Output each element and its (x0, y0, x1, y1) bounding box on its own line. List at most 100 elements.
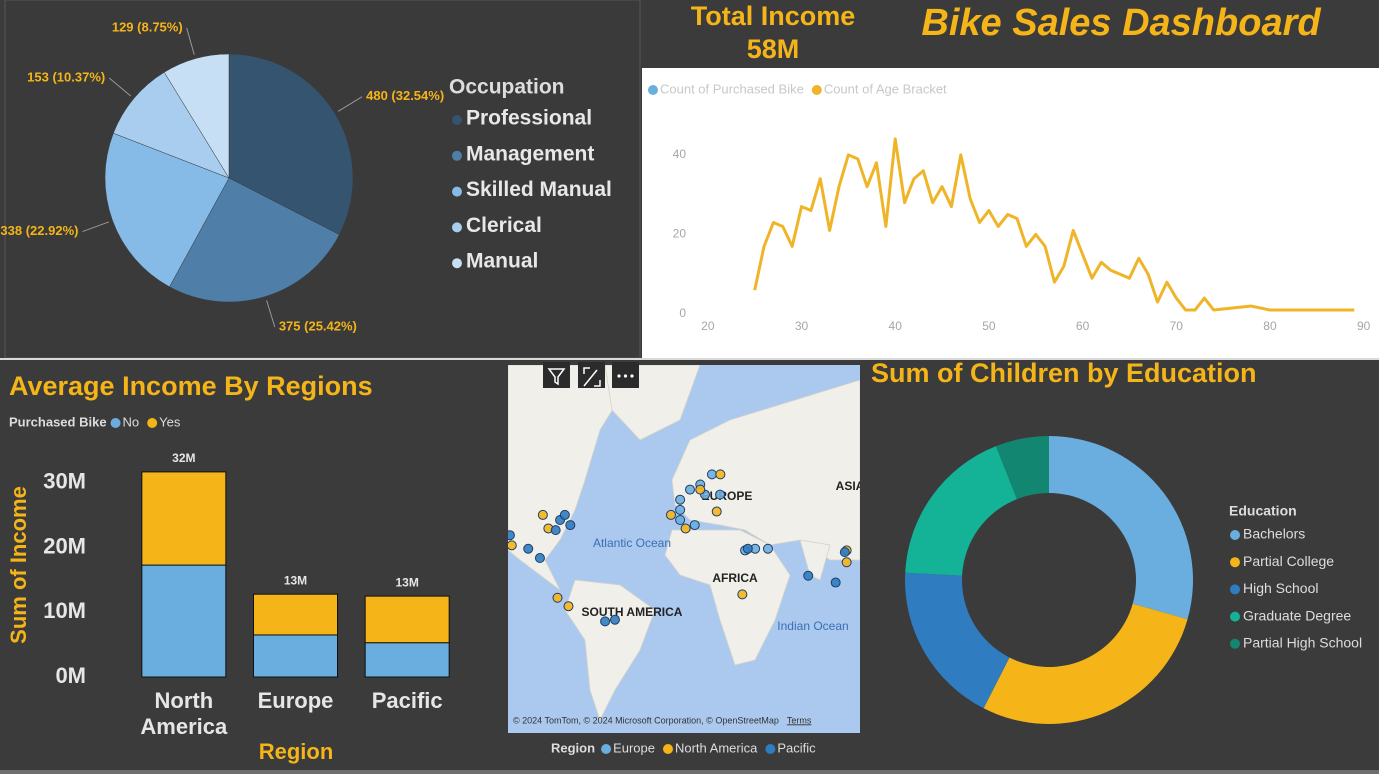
leader-line (82, 221, 109, 233)
y-tick-label: 0 (679, 306, 686, 320)
map-terms: Terms (787, 715, 812, 725)
legend-marker (452, 222, 462, 233)
x-axis-title: Region (259, 739, 334, 764)
place-label: Atlantic Ocean (593, 536, 671, 550)
data-label: 338 (22.92%) (0, 223, 78, 238)
pie-slice (228, 53, 354, 235)
y-tick-label: 20M (43, 533, 86, 558)
legend-marker (648, 85, 658, 95)
legend-marker (452, 186, 462, 197)
more-dot (617, 374, 621, 378)
legend-title: Education (1229, 503, 1297, 519)
map-point (841, 557, 852, 568)
x-tick-label: Europe (257, 688, 334, 713)
line-series (753, 137, 1355, 312)
legend-label: Clerical (466, 214, 542, 237)
x-tick-label: North America (140, 688, 228, 739)
map-point (689, 520, 700, 531)
map-point (706, 469, 717, 480)
donut-slice (905, 572, 1010, 709)
leader-line (108, 77, 132, 97)
chart-title: Average Income By Regions (9, 371, 373, 401)
legend-marker (452, 115, 462, 125)
leader-line (186, 27, 195, 55)
legend-marker (765, 744, 776, 754)
map-layer: EUROPE ASIA Atlantic Ocean AFRICA SOUTH AMER… (508, 469, 865, 725)
bar-segment (253, 593, 338, 636)
legend-marker (601, 744, 612, 754)
donut-slice (1049, 436, 1193, 620)
donut-slice (995, 436, 1049, 500)
map-point (665, 509, 676, 520)
legend-label: Skilled Manual (466, 178, 612, 201)
map-point (534, 553, 545, 564)
pie-slice (113, 71, 230, 179)
more-dot (623, 374, 628, 378)
map-point (600, 616, 611, 627)
legend-marker (1230, 530, 1240, 540)
pie-slice (169, 177, 340, 303)
bar-segment (364, 595, 450, 644)
map-point (550, 525, 561, 536)
data-label: 153 (10.37%) (27, 69, 105, 84)
place-label: ASIA (836, 479, 865, 493)
data-label: 129 (8.75%) (112, 19, 183, 34)
india-land (799, 539, 831, 581)
pie-slice (104, 132, 230, 288)
chart-title: Sum of Children by Education (871, 358, 1257, 388)
legend-marker (452, 150, 462, 161)
x-tick-label: 90 (1357, 319, 1371, 333)
legend-label: Partial College (1243, 553, 1334, 569)
legend-label: Europe (613, 740, 655, 755)
donut-slice (905, 446, 1017, 576)
y-tick-label: 0M (55, 663, 86, 688)
legend-label: Yes (159, 414, 181, 429)
legend-title: Region (551, 740, 595, 755)
legend-label: Count of Purchased Bike (660, 81, 804, 96)
legend-marker (1230, 611, 1240, 622)
map-point (830, 577, 841, 588)
bottom-strip (0, 770, 1379, 774)
filter-button[interactable] (543, 362, 570, 388)
leader-line (337, 96, 363, 112)
legend-marker (1230, 638, 1240, 649)
y-tick-label: 40 (673, 147, 687, 161)
focus-button[interactable] (578, 362, 605, 388)
legend-label: Management (466, 142, 594, 165)
legend-marker (1230, 584, 1240, 595)
dashboard-title: Bike Sales Dashboard (921, 2, 1321, 44)
south-america-land (564, 579, 656, 722)
map-point (563, 601, 574, 612)
map-point (675, 515, 686, 525)
total-label: 32M (172, 451, 195, 465)
y-axis-title: Sum of Income (6, 486, 31, 644)
x-tick-label: Pacific (371, 688, 443, 713)
bar-segment (364, 642, 450, 678)
legend-title: Occupation (449, 76, 565, 99)
card-label: Total Income (691, 1, 856, 31)
filter-icon (547, 368, 566, 386)
y-tick-label: 30M (43, 469, 86, 494)
total-label: 13M (284, 573, 307, 587)
more-dot (630, 374, 634, 378)
y-tick-label: 20 (673, 227, 687, 241)
map-point (523, 543, 534, 554)
legend-marker (110, 418, 121, 428)
legend-label: Count of Age Bracket (824, 81, 947, 96)
x-tick-label: 30 (795, 319, 809, 333)
pie-slice (163, 53, 230, 179)
bar-segment (141, 564, 227, 678)
place-label: SOUTH AMERICA (582, 605, 683, 619)
map-point (552, 592, 563, 603)
map-attribution: © 2024 TomTom, © 2024 Microsoft Corporat… (513, 715, 779, 725)
africa-land (664, 529, 791, 666)
legend-label: No (123, 414, 140, 429)
map-toolbar (543, 362, 639, 388)
legend-marker (662, 744, 673, 754)
map: EUROPE ASIA Atlantic Ocean AFRICA SOUTH AMER… (508, 365, 865, 733)
data-label: 480 (32.54%) (366, 88, 444, 103)
map-point (508, 540, 517, 551)
legend-label: Graduate Degree (1243, 607, 1351, 623)
legend-marker (1230, 557, 1240, 568)
